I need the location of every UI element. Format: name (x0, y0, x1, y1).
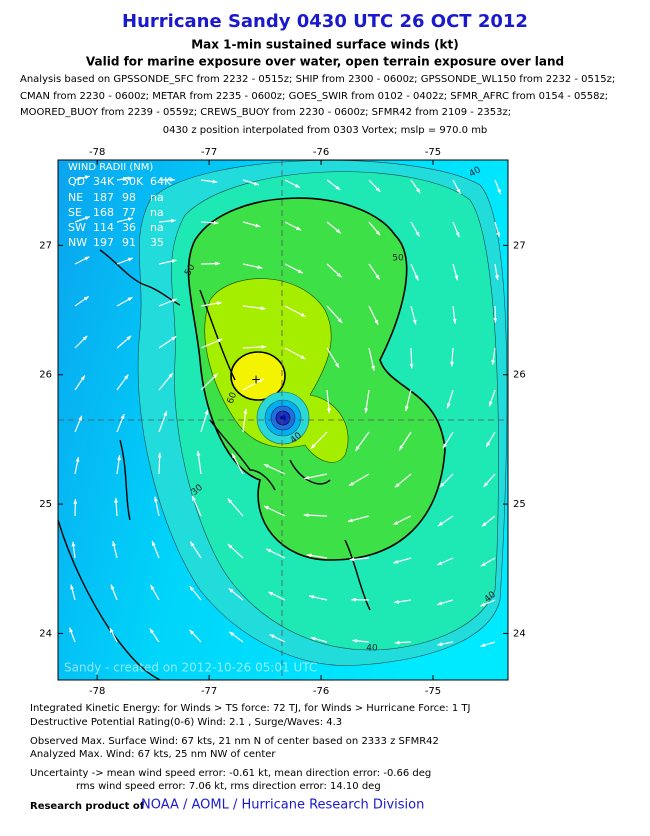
radii-cell: 98 (122, 191, 136, 204)
footer-line: Analyzed Max. Wind: 67 kts, 25 nm NW of … (30, 749, 276, 760)
footer-line: rms wind speed error: 7.06 kt, rms direc… (76, 781, 381, 792)
radii-title: WIND RADII (NM) (68, 162, 153, 173)
radii-cell: SW (68, 221, 86, 234)
credit: NOAA / AOML / Hurricane Research Divisio… (141, 798, 424, 813)
position-note: 0430 z position interpolated from 0303 V… (163, 125, 488, 136)
radii-cell: 187 (93, 191, 114, 204)
radii-cell: NE (68, 191, 83, 204)
radii-cell: 197 (93, 236, 114, 249)
lon-tick-label: -75 (425, 147, 441, 158)
radii-cell: 168 (93, 206, 114, 219)
analysis-line: Analysis based on GPSSONDE_SFC from 2232… (20, 74, 615, 85)
lat-tick-label: 24 (39, 628, 52, 639)
radii-cell: 35 (150, 236, 164, 249)
lat-tick-label: 27 (513, 240, 526, 251)
lon-tick-label: -76 (313, 686, 329, 697)
radii-cell: na (150, 206, 164, 219)
footer-line: Observed Max. Surface Wind: 67 kts, 21 n… (30, 736, 439, 747)
watermark: Sandy - created on 2012-10-26 05:01 UTC (64, 661, 317, 675)
analysis-line: MOORED_BUOY from 2239 - 0559z; CREWS_BUO… (20, 107, 511, 118)
radii-header: QD (68, 175, 85, 188)
radii-cell: 91 (122, 236, 136, 249)
analysis-line: CMAN from 2230 - 0600z; METAR from 2235 … (20, 91, 608, 102)
radii-cell: 77 (122, 206, 136, 219)
lat-tick-label: 26 (39, 370, 52, 381)
radii-cell: na (150, 221, 164, 234)
lat-tick-label: 25 (39, 499, 52, 510)
lat-tick-label: 26 (513, 370, 526, 381)
title: Hurricane Sandy 0430 UTC 26 OCT 2012 (122, 11, 528, 32)
center-marker: + (251, 373, 261, 387)
lon-tick-label: -75 (425, 686, 441, 697)
credit-prefix: Research product of (30, 801, 145, 812)
lat-tick-label: 27 (39, 240, 52, 251)
radii-cell: na (150, 191, 164, 204)
footer-line: Uncertainty -> mean wind speed error: -0… (30, 768, 431, 779)
subtitle: Max 1-min sustained surface winds (kt) (191, 38, 459, 52)
radii-header: 64K (150, 175, 172, 188)
footer-line: Integrated Kinetic Energy: for Winds > T… (30, 703, 470, 714)
footer-line: Destructive Potential Rating(0-6) Wind: … (30, 717, 342, 728)
radii-cell: 36 (122, 221, 136, 234)
lon-tick-label: -78 (89, 686, 105, 697)
lon-tick-label: -78 (89, 147, 105, 158)
lat-tick-label: 25 (513, 499, 526, 510)
lon-tick-label: -76 (313, 147, 329, 158)
lon-tick-label: -77 (201, 147, 217, 158)
contour-label: 50 (392, 254, 404, 264)
contour-label: 40 (366, 644, 378, 654)
radii-cell: NW (68, 236, 87, 249)
lat-tick-label: 24 (513, 628, 526, 639)
lon-tick-label: -77 (201, 686, 217, 697)
radii-header: 50K (122, 175, 144, 188)
radii-cell: SE (68, 206, 82, 219)
radii-header: 34K (93, 175, 115, 188)
radii-cell: 114 (93, 221, 114, 234)
subtitle: Valid for marine exposure over water, op… (86, 55, 564, 69)
